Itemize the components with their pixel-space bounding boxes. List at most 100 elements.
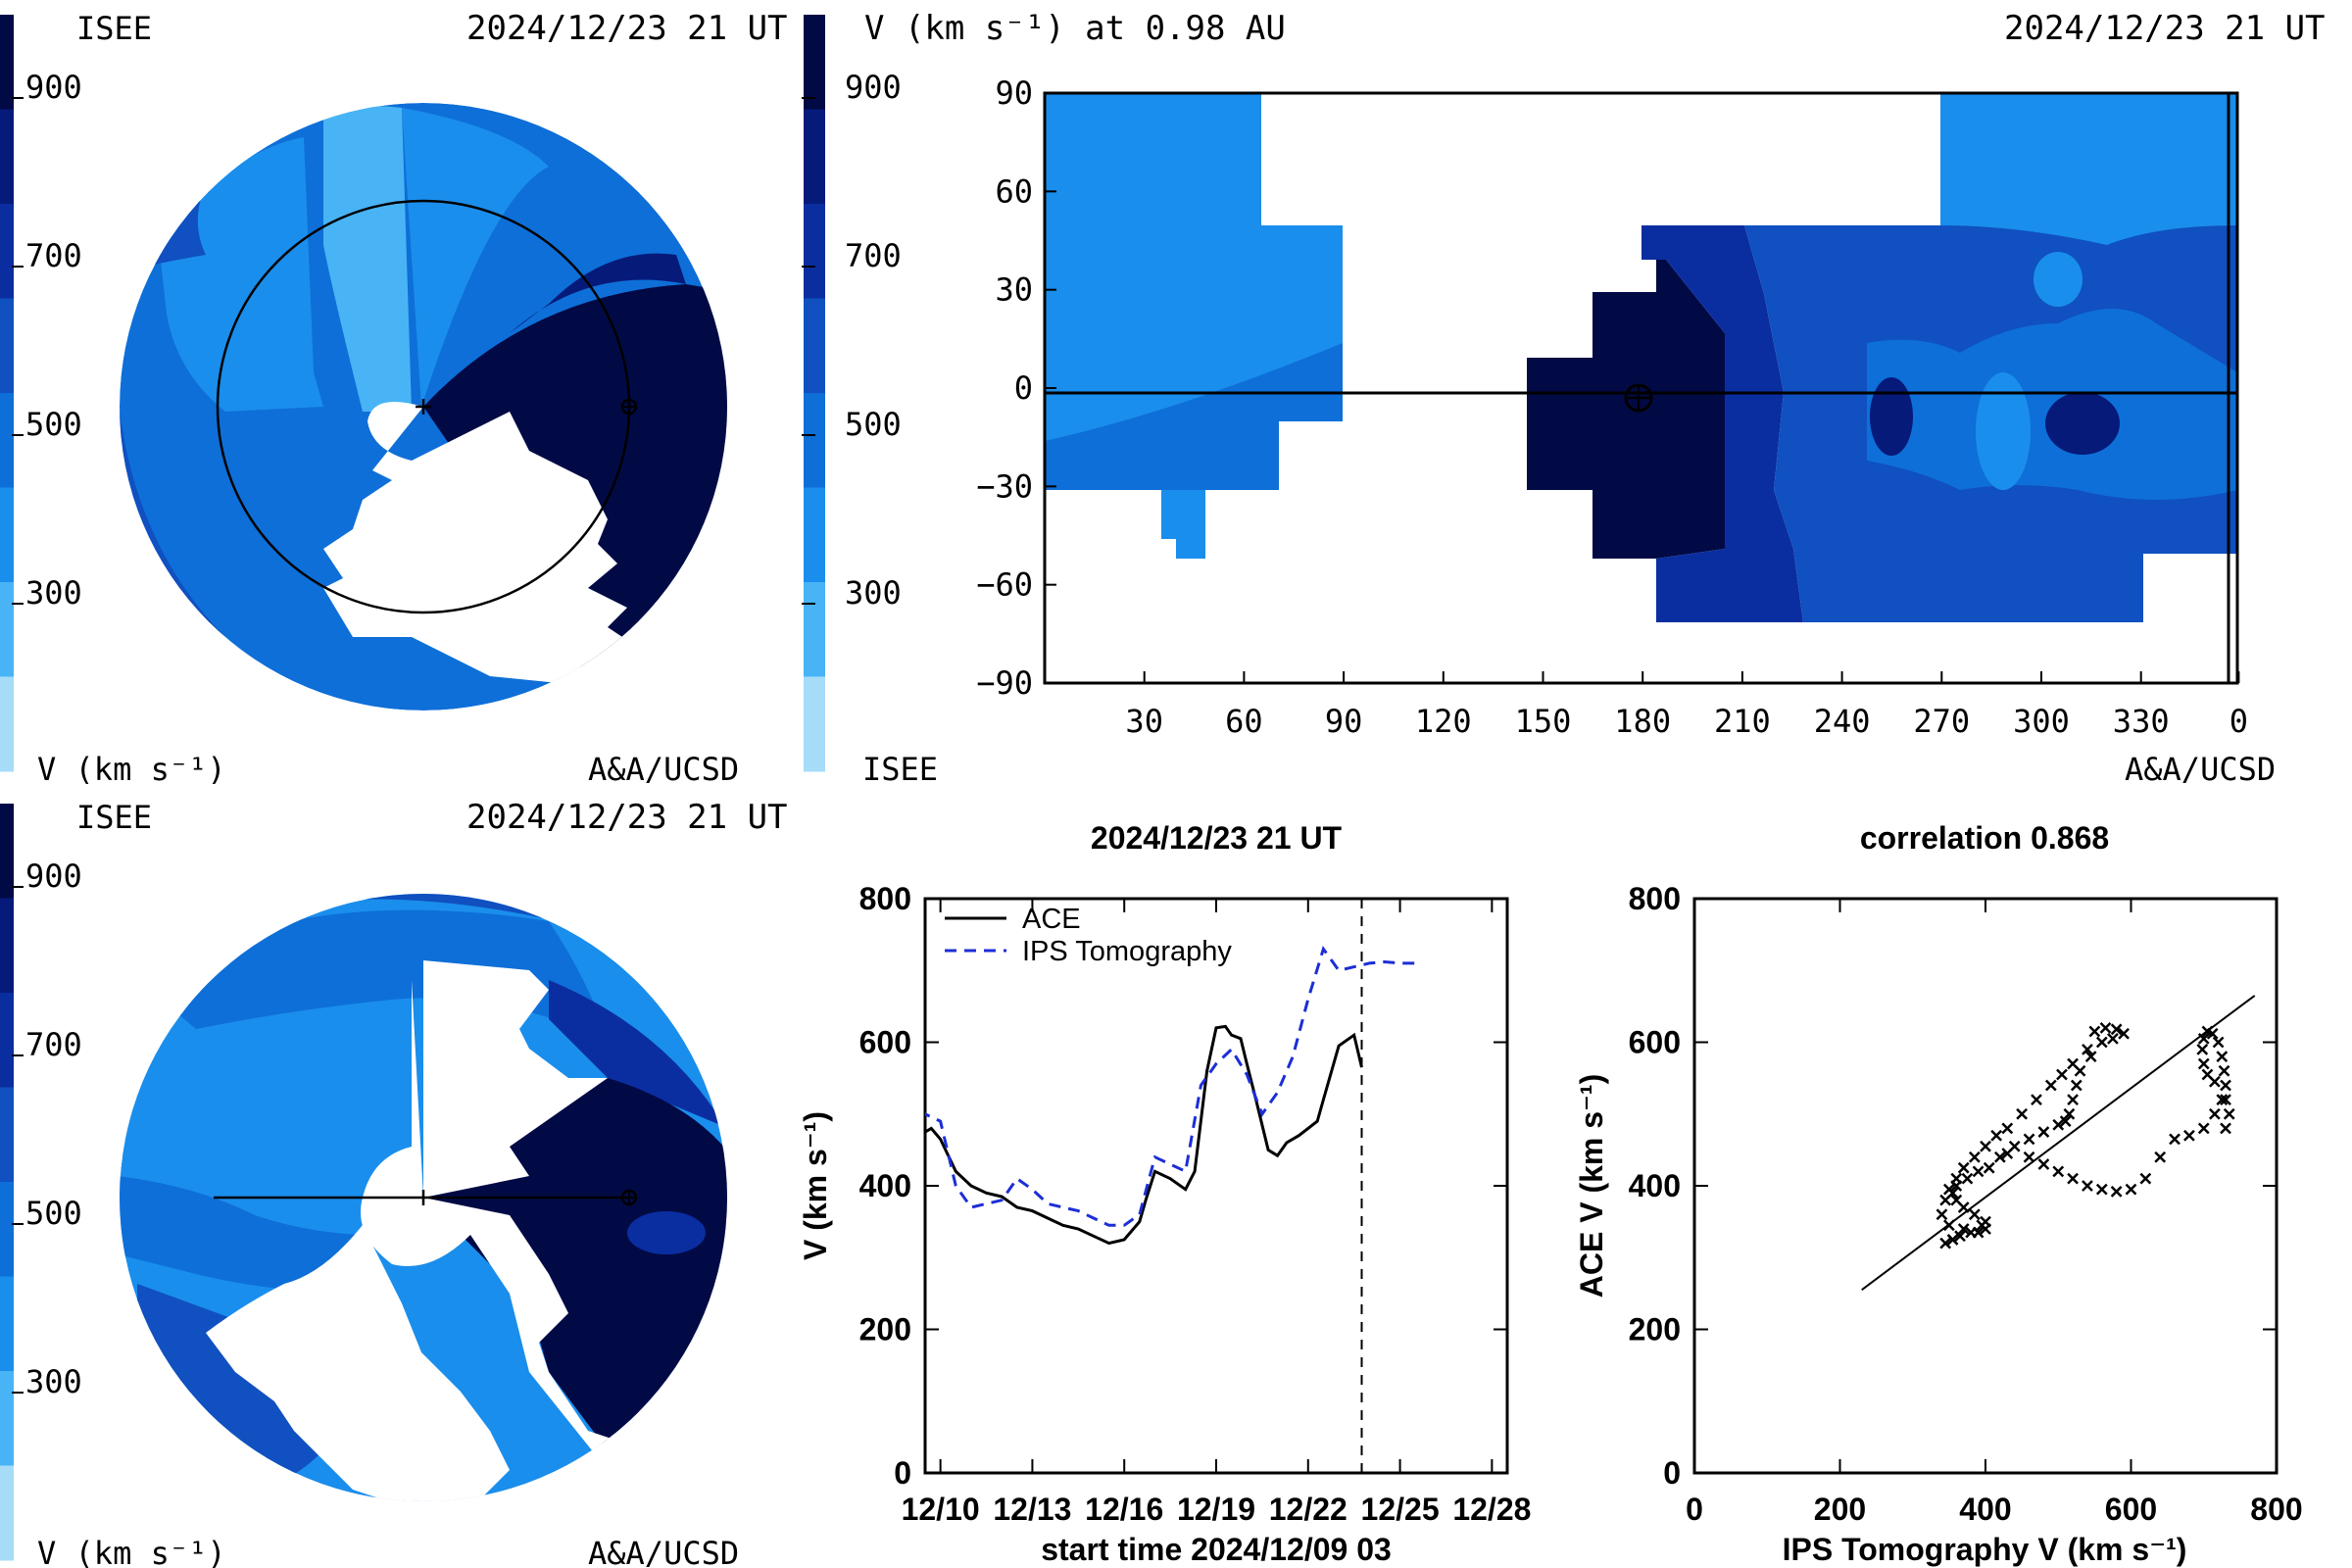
scatter-point xyxy=(2218,1064,2230,1077)
region-band-ne xyxy=(510,253,686,333)
scatter-point xyxy=(2216,1051,2229,1063)
scatter-point xyxy=(2070,1079,2082,1092)
credit-label: A&A/UCSD xyxy=(588,1535,739,1568)
colorbar-tick-900: 900 xyxy=(845,69,902,106)
x-tick-label: 0 xyxy=(1686,1492,1703,1527)
legend-label-ips: IPS Tomography xyxy=(1022,936,1232,967)
scatter-point xyxy=(2223,1107,2235,1120)
colorbar-segment xyxy=(804,109,825,205)
scatter-point xyxy=(2023,1151,2035,1163)
y-tick-label: 600 xyxy=(859,1025,911,1060)
y-tick-label: 400 xyxy=(1629,1168,1681,1203)
y-tick-label: 30 xyxy=(995,271,1033,309)
timestamp-label: 2024/12/23 21 UT xyxy=(466,798,788,837)
x-axis-label: IPS Tomography V (km s⁻¹) xyxy=(1783,1532,2187,1567)
region-no-data xyxy=(323,402,637,686)
x-tick-label: 12/13 xyxy=(993,1492,1071,1527)
y-tick-label: −60 xyxy=(976,566,1033,604)
colorbar-segment xyxy=(0,1087,14,1183)
colorbar-segment xyxy=(804,204,825,299)
scatter-point xyxy=(1968,1208,1981,1221)
scatter-point xyxy=(2095,1183,2108,1196)
scatter-point xyxy=(2031,1094,2042,1105)
scatter-point xyxy=(2095,1036,2108,1049)
region-fast-center xyxy=(1527,260,1725,559)
colorbar-segment xyxy=(0,676,14,772)
org-label: ISEE xyxy=(76,799,152,836)
y-tick-label: 800 xyxy=(1629,881,1681,916)
x-tick-label: 200 xyxy=(1814,1492,1866,1527)
x-tick-label: 12/16 xyxy=(1085,1492,1163,1527)
scatter-point xyxy=(2063,1107,2076,1120)
colorbar-segment xyxy=(0,1371,14,1466)
scatter-point xyxy=(1957,1161,1970,1174)
x-tick-label: 210 xyxy=(1714,703,1771,740)
earth-marker-icon xyxy=(620,1189,638,1206)
scatter-point xyxy=(1939,1237,1952,1250)
scatter-point xyxy=(2001,1122,2014,1135)
region-east-moderate xyxy=(549,980,725,1127)
y-tick-label: 0 xyxy=(1014,369,1033,407)
colorbar-segment xyxy=(804,582,825,677)
chart-title: correlation 0.868 xyxy=(1860,820,2109,856)
y-tick-label: 90 xyxy=(995,74,1033,112)
scatter-point xyxy=(1939,1194,1952,1206)
panel-top-right: 900 700 500 300 V (km s⁻¹) at 0.98 AU 20… xyxy=(802,9,2326,788)
colorbar-tick-900: 900 xyxy=(25,858,82,895)
scatter-point xyxy=(1980,1140,1991,1152)
scatter-point xyxy=(1942,1219,1955,1232)
colorbar-segment xyxy=(0,204,14,299)
colorbar-bottom-left: 900 700 500 300 xyxy=(0,804,82,1561)
scatter-point xyxy=(2067,1172,2079,1185)
x-tick-label: 12/25 xyxy=(1361,1492,1440,1527)
earth-marker-icon xyxy=(620,398,638,416)
fast-spot-2 xyxy=(2045,392,2120,455)
scatter-point xyxy=(2216,1094,2229,1105)
scatter-point xyxy=(2088,1025,2101,1038)
x-tick-label: 240 xyxy=(1814,703,1871,740)
x-tick-label: 120 xyxy=(1415,703,1472,740)
x-tick-label: 300 xyxy=(2013,703,2070,740)
scatter-point xyxy=(2082,1043,2093,1055)
scatter-point xyxy=(2209,1075,2221,1088)
series-ips-line xyxy=(925,945,1416,1227)
scatter-point xyxy=(2212,1036,2225,1049)
scatter-point xyxy=(2169,1133,2180,1146)
panel-top-left: 900 700 500 300 ISEE 2024/12/23 21 UT V … xyxy=(0,9,788,788)
x-tick-label: 150 xyxy=(1515,703,1572,740)
scatter-point xyxy=(2059,1115,2072,1127)
x-axis: 12/10 12/13 12/16 12/19 12/22 12/25 12/28 xyxy=(902,899,1531,1527)
y-axis-label: V (km s⁻¹) xyxy=(798,1111,833,1260)
x-tick-label: 12/28 xyxy=(1452,1492,1531,1527)
colorbar-tick-700: 700 xyxy=(25,1026,82,1063)
legend-label-ace: ACE xyxy=(1022,904,1081,935)
scatter-point xyxy=(2001,1148,2014,1159)
colorbar-segment xyxy=(0,1182,14,1277)
scatter-point xyxy=(1968,1151,1981,1163)
x-tick-label: 0 xyxy=(2230,703,2248,740)
scatter-point xyxy=(2110,1185,2123,1198)
x-tick-label: 12/10 xyxy=(902,1492,980,1527)
colorbar-tick-700: 700 xyxy=(845,237,902,274)
region-band-1 xyxy=(402,108,549,407)
scatter-point xyxy=(2196,1043,2209,1055)
scatter-point xyxy=(2107,1032,2119,1045)
region-east-block xyxy=(1940,93,2237,245)
x-axis: 0 200 400 600 800 xyxy=(1686,899,2303,1527)
colorbar-segment xyxy=(0,804,14,899)
colorbar-segment xyxy=(0,298,14,394)
region-no-data-sw xyxy=(206,1225,510,1501)
earth-marker-icon xyxy=(1624,383,1653,413)
colorbar-tick-900: 900 xyxy=(25,69,82,106)
scatter-points xyxy=(1936,1021,2235,1250)
map-title: V (km s⁻¹) at 0.98 AU xyxy=(864,9,1286,48)
colorbar-tick-300: 300 xyxy=(845,574,902,612)
colorbar-segment xyxy=(804,393,825,488)
scatter-point xyxy=(2052,1118,2065,1131)
scatter-point xyxy=(1990,1129,2003,1142)
org-label: ISEE xyxy=(76,10,152,47)
scatter-point xyxy=(2016,1107,2029,1120)
map-x-axis: 30 60 90 120 150 180 210 240 270 300 330 0 xyxy=(1125,671,2248,740)
